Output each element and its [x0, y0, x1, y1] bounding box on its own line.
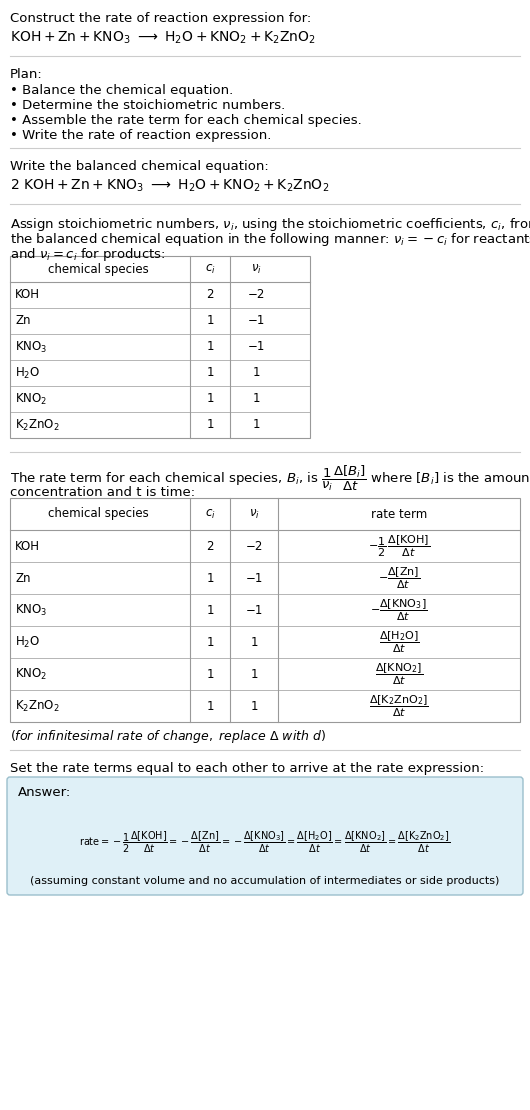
- FancyBboxPatch shape: [7, 777, 523, 895]
- Text: Answer:: Answer:: [18, 786, 71, 799]
- Text: −1: −1: [248, 341, 264, 353]
- Text: $\mathrm{KNO_3}$: $\mathrm{KNO_3}$: [15, 603, 47, 617]
- Text: $\mathrm{KNO_3}$: $\mathrm{KNO_3}$: [15, 340, 47, 354]
- Text: $\mathrm{K_2ZnO_2}$: $\mathrm{K_2ZnO_2}$: [15, 417, 60, 433]
- Text: $\mathrm{KNO_2}$: $\mathrm{KNO_2}$: [15, 392, 47, 406]
- Text: $-\dfrac{\Delta[\mathrm{KNO_3}]}{\Delta t}$: $-\dfrac{\Delta[\mathrm{KNO_3}]}{\Delta …: [370, 597, 428, 623]
- Text: $\dfrac{\Delta[\mathrm{K_2ZnO_2}]}{\Delta t}$: $\dfrac{\Delta[\mathrm{K_2ZnO_2}]}{\Delt…: [369, 694, 429, 719]
- Text: 1: 1: [206, 418, 214, 432]
- Text: Plan:: Plan:: [10, 68, 43, 81]
- Text: 1: 1: [206, 636, 214, 648]
- Text: −2: −2: [248, 289, 264, 302]
- Text: −1: −1: [245, 572, 263, 585]
- Text: $-\dfrac{1}{2}\,\dfrac{\Delta[\mathrm{KOH}]}{\Delta t}$: $-\dfrac{1}{2}\,\dfrac{\Delta[\mathrm{KO…: [368, 533, 430, 558]
- Bar: [10, 498, 520, 722]
- Text: KOH: KOH: [15, 539, 40, 553]
- Text: $-\dfrac{\Delta[\mathrm{Zn}]}{\Delta t}$: $-\dfrac{\Delta[\mathrm{Zn}]}{\Delta t}$: [378, 565, 420, 591]
- Text: $\nu_i$: $\nu_i$: [251, 262, 261, 275]
- Text: 1: 1: [252, 366, 260, 380]
- Text: 1: 1: [252, 418, 260, 432]
- Text: KOH: KOH: [15, 289, 40, 302]
- Text: chemical species: chemical species: [48, 507, 148, 521]
- Text: 1: 1: [252, 393, 260, 405]
- Text: 1: 1: [206, 366, 214, 380]
- Text: concentration and t is time:: concentration and t is time:: [10, 486, 195, 500]
- Text: $c_i$: $c_i$: [205, 507, 215, 521]
- Text: chemical species: chemical species: [48, 262, 148, 275]
- Text: $\dfrac{\Delta[\mathrm{KNO_2}]}{\Delta t}$: $\dfrac{\Delta[\mathrm{KNO_2}]}{\Delta t…: [375, 662, 423, 687]
- Text: $\mathrm{KNO_2}$: $\mathrm{KNO_2}$: [15, 666, 47, 682]
- Text: Zn: Zn: [15, 314, 31, 327]
- Text: Write the balanced chemical equation:: Write the balanced chemical equation:: [10, 160, 269, 173]
- Text: 2: 2: [206, 539, 214, 553]
- Text: 1: 1: [206, 572, 214, 585]
- Text: 1: 1: [206, 604, 214, 616]
- Text: $\mathrm{rate} = -\dfrac{1}{2}\dfrac{\Delta[\mathrm{KOH}]}{\Delta t} = -\dfrac{\: $\mathrm{rate} = -\dfrac{1}{2}\dfrac{\De…: [80, 829, 450, 855]
- Text: 1: 1: [250, 636, 258, 648]
- Text: • Determine the stoichiometric numbers.: • Determine the stoichiometric numbers.: [10, 99, 285, 112]
- Text: 2: 2: [206, 289, 214, 302]
- Text: $\mathrm{KOH + Zn + KNO_3\ \longrightarrow\ H_2O + KNO_2 + K_2ZnO_2}$: $\mathrm{KOH + Zn + KNO_3\ \longrightarr…: [10, 30, 316, 47]
- Text: 1: 1: [250, 699, 258, 713]
- Text: −2: −2: [245, 539, 263, 553]
- Text: • Balance the chemical equation.: • Balance the chemical equation.: [10, 84, 233, 97]
- Text: $\mathrm{H_2O}$: $\mathrm{H_2O}$: [15, 365, 40, 381]
- Text: $c_i$: $c_i$: [205, 262, 215, 275]
- Text: • Write the rate of reaction expression.: • Write the rate of reaction expression.: [10, 129, 271, 142]
- Text: and $\nu_i = c_i$ for products:: and $\nu_i = c_i$ for products:: [10, 246, 165, 263]
- Text: Set the rate terms equal to each other to arrive at the rate expression:: Set the rate terms equal to each other t…: [10, 761, 484, 775]
- Text: 1: 1: [206, 393, 214, 405]
- Text: $\mathrm{K_2ZnO_2}$: $\mathrm{K_2ZnO_2}$: [15, 698, 60, 714]
- Text: −1: −1: [248, 314, 264, 327]
- Text: • Assemble the rate term for each chemical species.: • Assemble the rate term for each chemic…: [10, 114, 362, 127]
- Text: The rate term for each chemical species, $B_i$, is $\dfrac{1}{\nu_i}\dfrac{\Delt: The rate term for each chemical species,…: [10, 464, 530, 493]
- Text: Construct the rate of reaction expression for:: Construct the rate of reaction expressio…: [10, 12, 311, 26]
- Text: 1: 1: [206, 341, 214, 353]
- Text: −1: −1: [245, 604, 263, 616]
- Text: 1: 1: [206, 699, 214, 713]
- Text: the balanced chemical equation in the following manner: $\nu_i = -c_i$ for react: the balanced chemical equation in the fo…: [10, 231, 530, 248]
- Text: 1: 1: [206, 314, 214, 327]
- Text: Assign stoichiometric numbers, $\nu_i$, using the stoichiometric coefficients, $: Assign stoichiometric numbers, $\nu_i$, …: [10, 216, 530, 233]
- Bar: [10, 256, 310, 438]
- Text: $\nu_i$: $\nu_i$: [249, 507, 259, 521]
- Text: $\dfrac{\Delta[\mathrm{H_2O}]}{\Delta t}$: $\dfrac{\Delta[\mathrm{H_2O}]}{\Delta t}…: [378, 629, 419, 655]
- Text: $\mathrm{2\ KOH + Zn + KNO_3\ \longrightarrow\ H_2O + KNO_2 + K_2ZnO_2}$: $\mathrm{2\ KOH + Zn + KNO_3\ \longright…: [10, 178, 329, 194]
- Text: $(for\ infinitesimal\ rate\ of\ change,\ replace\ \Delta\ with\ \mathit{d})$: $(for\ infinitesimal\ rate\ of\ change,\…: [10, 728, 326, 745]
- Text: (assuming constant volume and no accumulation of intermediates or side products): (assuming constant volume and no accumul…: [30, 876, 500, 886]
- Text: 1: 1: [206, 667, 214, 680]
- Text: $\mathrm{H_2O}$: $\mathrm{H_2O}$: [15, 635, 40, 649]
- Text: 1: 1: [250, 667, 258, 680]
- Text: rate term: rate term: [371, 507, 427, 521]
- Text: Zn: Zn: [15, 572, 31, 585]
